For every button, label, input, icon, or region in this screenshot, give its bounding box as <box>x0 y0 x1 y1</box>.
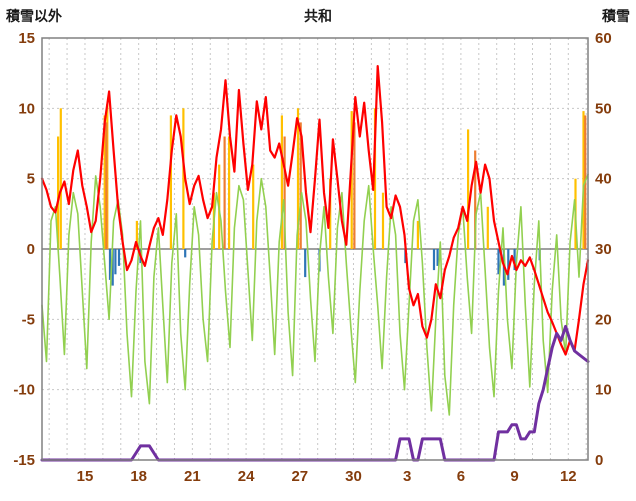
svg-text:-5: -5 <box>22 311 35 328</box>
left-axis-title: 積雪以外 <box>5 8 62 24</box>
plot-border <box>41 37 589 461</box>
svg-text:30: 30 <box>595 241 612 258</box>
svg-text:15: 15 <box>18 30 35 47</box>
temperature-line-red <box>40 64 590 356</box>
svg-text:5: 5 <box>27 171 35 188</box>
right-axis-title: 積雪 <box>601 8 630 24</box>
svg-text:18: 18 <box>130 468 147 485</box>
svg-text:3: 3 <box>403 468 411 485</box>
svg-text:12: 12 <box>560 468 577 485</box>
svg-text:-10: -10 <box>13 382 35 399</box>
svg-text:10: 10 <box>18 100 35 117</box>
svg-text:0: 0 <box>595 452 603 469</box>
svg-text:20: 20 <box>595 311 612 328</box>
wind-line-green <box>41 173 589 416</box>
svg-text:-15: -15 <box>13 452 35 469</box>
precipitation-bars-blue <box>108 249 541 286</box>
svg-text:15: 15 <box>77 468 94 485</box>
svg-text:27: 27 <box>291 468 308 485</box>
svg-text:24: 24 <box>238 468 255 485</box>
svg-text:40: 40 <box>595 171 612 188</box>
chart-title: 共和 <box>304 8 332 24</box>
svg-text:60: 60 <box>595 30 612 47</box>
svg-text:10: 10 <box>595 382 612 399</box>
svg-text:9: 9 <box>510 468 518 485</box>
svg-text:30: 30 <box>345 468 362 485</box>
svg-text:0: 0 <box>27 241 35 258</box>
svg-text:50: 50 <box>595 100 612 117</box>
svg-text:21: 21 <box>184 468 201 485</box>
svg-text:6: 6 <box>457 468 465 485</box>
